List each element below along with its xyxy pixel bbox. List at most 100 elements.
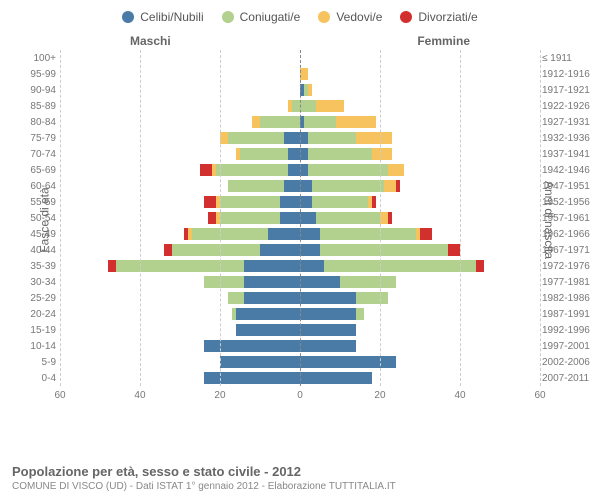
chart-footer: Popolazione per età, sesso e stato civil…: [12, 464, 588, 492]
legend-label: Divorziati/e: [418, 10, 477, 24]
bar-segment: [312, 196, 368, 208]
legend-label: Celibi/Nubili: [140, 10, 203, 24]
birth-year-label: 1952-1956: [542, 197, 598, 208]
bar-segment: [204, 340, 300, 352]
bar-segment: [244, 292, 300, 304]
bar-segment: [300, 372, 372, 384]
age-label: 15-19: [20, 325, 56, 336]
female-bar: [300, 84, 312, 96]
bar-segment: [312, 180, 384, 192]
birth-year-label: 2007-2011: [542, 373, 598, 384]
bar-segment: [284, 132, 300, 144]
male-bar: [200, 164, 300, 176]
grid-line: [540, 50, 541, 386]
chart-title: Popolazione per età, sesso e stato civil…: [12, 464, 588, 479]
bar-segment: [300, 148, 308, 160]
male-bar: [220, 356, 300, 368]
female-bar: [300, 324, 356, 336]
male-bar: [232, 308, 300, 320]
population-pyramid-chart: Maschi Femmine Fasce di età Anni di nasc…: [60, 30, 540, 410]
female-bar: [300, 372, 372, 384]
male-bar: [220, 132, 300, 144]
bar-segment: [220, 212, 280, 224]
age-label: 75-79: [20, 133, 56, 144]
birth-year-label: 1947-1951: [542, 181, 598, 192]
bar-segment: [240, 148, 288, 160]
bar-segment: [396, 180, 400, 192]
female-bar: [300, 148, 392, 160]
legend-dot-icon: [400, 11, 412, 23]
bar-segment: [388, 164, 404, 176]
bar-segment: [372, 196, 376, 208]
x-tick-label: 60: [534, 390, 545, 401]
female-bar: [300, 212, 392, 224]
male-bar: [236, 148, 300, 160]
male-bar: [228, 292, 300, 304]
x-tick-label: 60: [54, 390, 65, 401]
gender-labels: Maschi Femmine: [60, 34, 540, 48]
age-label: 40-44: [20, 245, 56, 256]
bar-segment: [308, 84, 312, 96]
bar-segment: [336, 116, 376, 128]
bar-segment: [308, 132, 356, 144]
male-bar: [204, 372, 300, 384]
bar-segment: [300, 164, 308, 176]
grid-line: [140, 50, 141, 386]
bar-segment: [300, 308, 356, 320]
age-label: 95-99: [20, 69, 56, 80]
bar-segment: [164, 244, 172, 256]
bar-segment: [356, 132, 392, 144]
male-bar: [204, 276, 300, 288]
age-label: 10-14: [20, 341, 56, 352]
birth-year-label: 1997-2001: [542, 341, 598, 352]
female-bar: [300, 196, 376, 208]
bar-segment: [300, 340, 356, 352]
age-label: 30-34: [20, 277, 56, 288]
birth-year-label: 1977-1981: [542, 277, 598, 288]
bar-segment: [260, 244, 300, 256]
birth-year-label: 1992-1996: [542, 325, 598, 336]
birth-year-label: 1932-1936: [542, 133, 598, 144]
birth-year-label: 1987-1991: [542, 309, 598, 320]
bar-segment: [372, 148, 392, 160]
bar-segment: [380, 212, 388, 224]
age-label: 65-69: [20, 165, 56, 176]
bar-segment: [300, 100, 316, 112]
female-bar: [300, 116, 376, 128]
bar-segment: [284, 180, 300, 192]
bar-segment: [448, 244, 460, 256]
birth-year-label: 1917-1921: [542, 85, 598, 96]
legend-label: Coniugati/e: [240, 10, 301, 24]
male-bar: [108, 260, 300, 272]
bar-segment: [300, 260, 324, 272]
male-bar: [164, 244, 300, 256]
x-tick-label: 40: [454, 390, 465, 401]
age-label: 85-89: [20, 101, 56, 112]
bar-segment: [300, 356, 396, 368]
female-bar: [300, 356, 396, 368]
bar-segment: [316, 100, 344, 112]
male-bar: [228, 180, 300, 192]
bar-segment: [192, 228, 268, 240]
birth-year-label: 1942-1946: [542, 165, 598, 176]
bar-segment: [216, 164, 288, 176]
bar-segment: [316, 212, 380, 224]
bar-segment: [300, 244, 320, 256]
chart-subtitle: COMUNE DI VISCO (UD) - Dati ISTAT 1° gen…: [12, 481, 588, 492]
bar-segment: [476, 260, 484, 272]
bar-segment: [108, 260, 116, 272]
male-bar: [252, 116, 300, 128]
age-label: 5-9: [20, 357, 56, 368]
birth-year-label: 1922-1926: [542, 101, 598, 112]
bar-segment: [204, 372, 300, 384]
birth-year-label: 1957-1961: [542, 213, 598, 224]
bar-segment: [320, 244, 448, 256]
bar-segment: [236, 308, 300, 320]
bar-segment: [260, 116, 300, 128]
male-bar: [288, 100, 300, 112]
birth-year-label: 1982-1986: [542, 293, 598, 304]
grid-line: [460, 50, 461, 386]
x-tick-label: 0: [297, 390, 303, 401]
birth-year-label: 1937-1941: [542, 149, 598, 160]
bar-segment: [292, 100, 300, 112]
